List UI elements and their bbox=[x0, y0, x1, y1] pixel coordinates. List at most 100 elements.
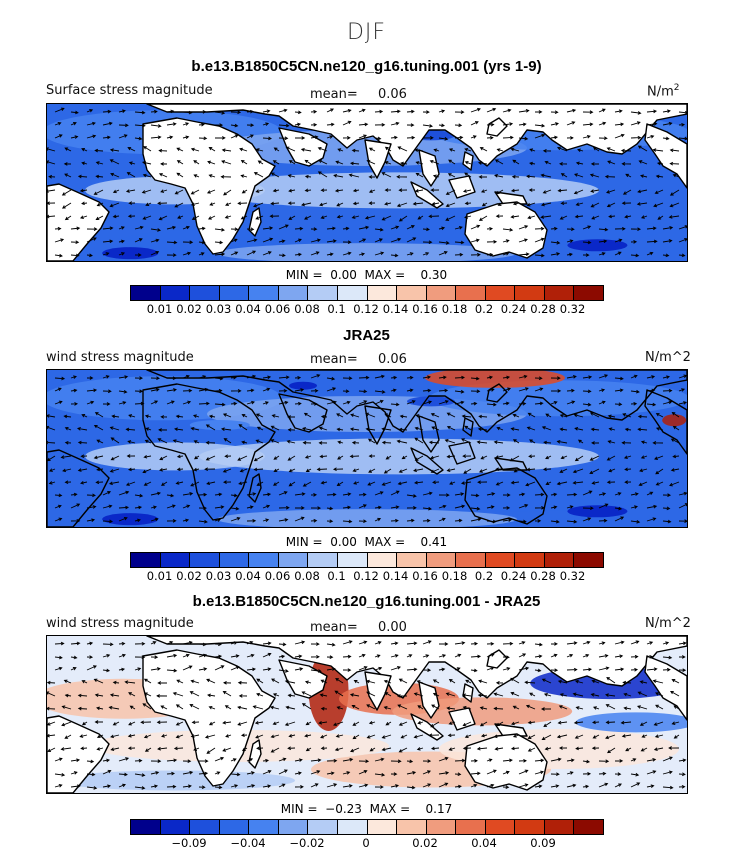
stress-vector bbox=[432, 174, 440, 179]
stress-vector bbox=[502, 122, 514, 126]
stress-vector bbox=[326, 771, 335, 776]
stress-vector bbox=[448, 721, 456, 725]
stress-vector bbox=[320, 679, 328, 684]
stress-vector bbox=[134, 253, 142, 257]
stress-vector bbox=[47, 721, 56, 726]
stress-vector bbox=[305, 747, 312, 752]
stress-vector bbox=[662, 519, 672, 524]
stress-vector bbox=[589, 468, 600, 475]
stress-vector bbox=[662, 226, 674, 230]
stress-vector bbox=[590, 202, 600, 208]
stress-vector bbox=[310, 783, 319, 788]
stress-vector bbox=[246, 250, 257, 256]
stress-vector bbox=[400, 734, 408, 739]
stress-vector bbox=[655, 704, 664, 710]
coastline-namerica bbox=[644, 123, 687, 189]
stress-vector bbox=[182, 225, 190, 230]
stress-vector bbox=[673, 734, 680, 739]
stress-vector bbox=[278, 224, 289, 230]
stress-vector bbox=[365, 427, 376, 432]
coastline-japan bbox=[486, 117, 508, 137]
panel-2-title: JRA25 bbox=[343, 327, 390, 344]
stress-vector bbox=[246, 784, 256, 788]
stress-vector bbox=[61, 721, 72, 727]
stress-vector bbox=[630, 135, 642, 140]
stress-vector bbox=[462, 189, 472, 193]
stress-vector bbox=[566, 783, 577, 788]
stress-vector bbox=[76, 427, 88, 431]
stress-vector bbox=[335, 160, 344, 165]
stress-vector bbox=[284, 679, 296, 684]
stress-vector bbox=[637, 189, 648, 194]
stress-vector bbox=[398, 427, 408, 432]
stress-vector bbox=[486, 783, 495, 788]
stress-vector bbox=[414, 455, 424, 461]
stress-vector bbox=[176, 454, 184, 459]
stress-vector bbox=[527, 720, 536, 725]
stress-vector bbox=[502, 758, 513, 763]
stress-vector bbox=[63, 414, 72, 419]
stress-vector bbox=[477, 480, 488, 484]
stress-vector bbox=[262, 770, 272, 775]
stress-vector bbox=[438, 241, 450, 245]
stress-vector bbox=[182, 504, 191, 509]
stress-vector bbox=[278, 654, 286, 659]
stress-vector bbox=[253, 455, 264, 462]
stress-vector bbox=[541, 426, 552, 431]
stress-vector bbox=[550, 252, 561, 256]
stress-vector bbox=[582, 225, 592, 230]
colorbar-swatch bbox=[574, 286, 603, 300]
stress-vector bbox=[134, 773, 146, 777]
stress-vector bbox=[102, 784, 112, 788]
stress-vector bbox=[374, 505, 382, 510]
stress-vector bbox=[47, 201, 56, 205]
stress-vector bbox=[461, 414, 472, 419]
stress-vector bbox=[198, 401, 210, 406]
stress-vector bbox=[143, 146, 152, 152]
stress-vector bbox=[406, 667, 418, 672]
stress-vector bbox=[368, 468, 376, 473]
stress-vector bbox=[655, 427, 664, 431]
colorbar-tick-label: 0.02 bbox=[176, 569, 202, 583]
stress-vector bbox=[198, 771, 209, 776]
stress-vector bbox=[128, 161, 136, 165]
stress-vector bbox=[337, 148, 344, 152]
stress-vector bbox=[582, 253, 590, 257]
stress-vector bbox=[320, 215, 328, 219]
stress-vector bbox=[47, 440, 56, 445]
stress-vector bbox=[230, 493, 238, 498]
stress-vector bbox=[320, 746, 328, 751]
stress-vector bbox=[350, 747, 360, 753]
stress-vector bbox=[566, 252, 573, 257]
stress-vector bbox=[166, 109, 175, 114]
stress-vector bbox=[86, 786, 98, 790]
stress-vector bbox=[374, 785, 384, 789]
colorbar-swatch bbox=[515, 553, 545, 567]
stress-vector bbox=[118, 490, 130, 496]
stress-vector bbox=[221, 148, 232, 153]
stress-vector bbox=[262, 492, 272, 497]
stress-vector bbox=[342, 784, 353, 788]
stress-vector bbox=[678, 655, 686, 659]
stress-vector bbox=[422, 759, 432, 763]
stress-vector bbox=[86, 518, 96, 522]
colorbar-swatch bbox=[485, 286, 516, 300]
stress-vector bbox=[526, 426, 536, 431]
stress-vector bbox=[342, 400, 351, 405]
stress-vector bbox=[406, 785, 416, 790]
stress-vector bbox=[342, 389, 350, 393]
stress-vector bbox=[80, 454, 88, 459]
stress-vector bbox=[288, 734, 296, 738]
stress-vector bbox=[598, 666, 610, 671]
stress-vector bbox=[96, 706, 104, 711]
stress-vector bbox=[334, 690, 344, 697]
colorbar-swatch bbox=[131, 553, 161, 567]
stress-vector bbox=[422, 110, 430, 114]
stress-vectors bbox=[47, 640, 687, 790]
stress-vector bbox=[160, 481, 168, 486]
stress-vector bbox=[256, 426, 264, 431]
stress-vector bbox=[206, 678, 216, 684]
stress-vector bbox=[262, 504, 271, 509]
stress-vector bbox=[353, 481, 360, 485]
stress-vector bbox=[206, 747, 216, 754]
